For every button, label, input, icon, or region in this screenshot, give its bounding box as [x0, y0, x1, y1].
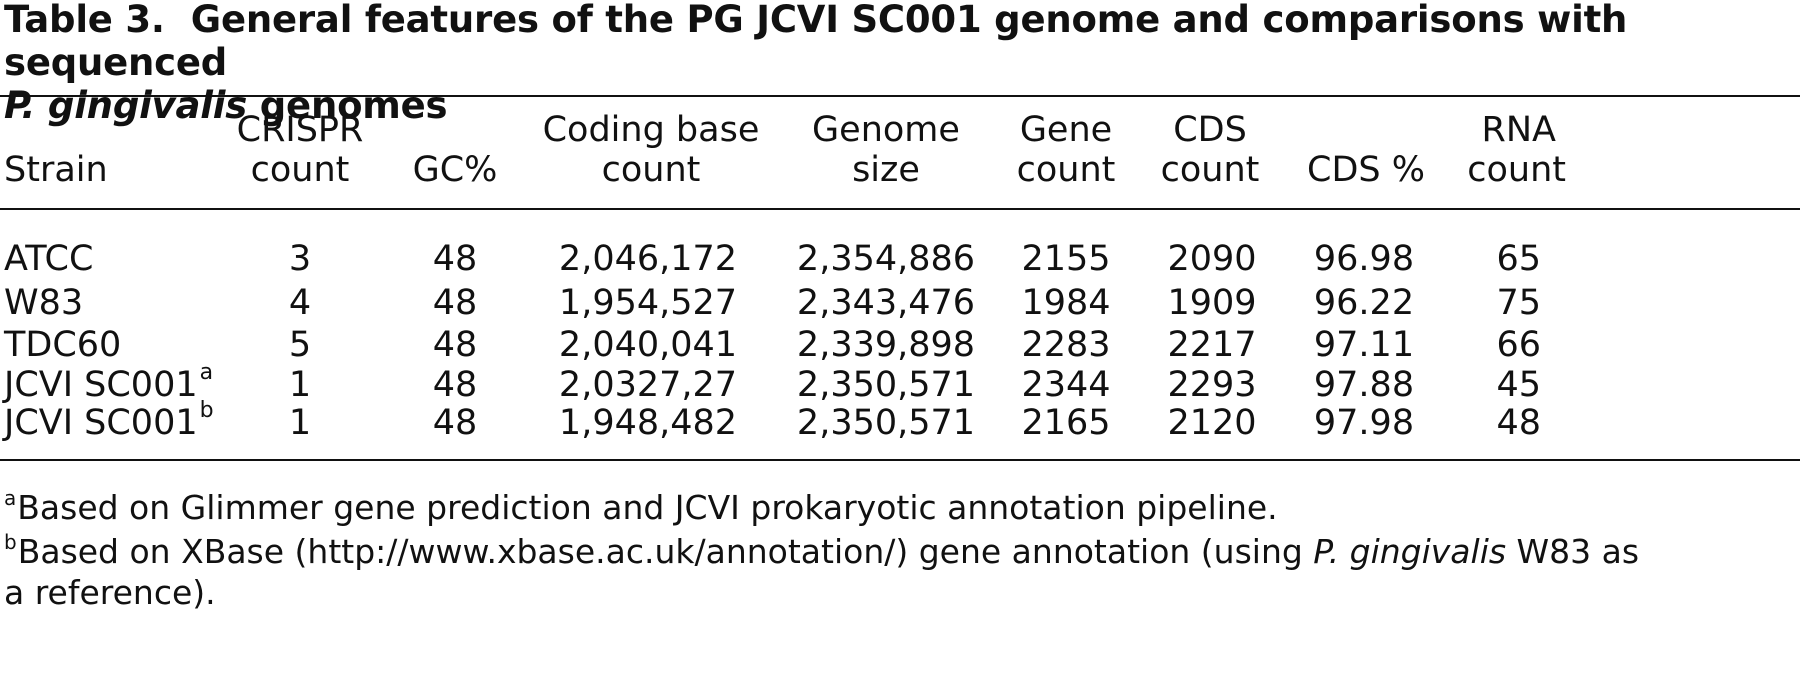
header-cds-line2: count — [1160, 150, 1260, 190]
cell-rna: 65 — [1496, 239, 1541, 279]
footnote-b-text-end: W83 as — [1506, 532, 1640, 571]
cell-rna: 66 — [1496, 325, 1541, 365]
cell-crispr: 3 — [288, 239, 312, 279]
cell-coding: 2,046,172 — [558, 239, 738, 279]
cell-genome: 2,350,571 — [796, 403, 976, 443]
header-coding-line2: count — [601, 150, 701, 190]
footnote-a-mark: a — [4, 486, 17, 510]
header-gene-line2: count — [1016, 150, 1116, 190]
header-genome-line1: Genome — [812, 110, 960, 150]
caption-species: P. gingivalis — [4, 84, 248, 127]
header-crispr-line2: count — [250, 150, 350, 190]
cell-gc: 48 — [432, 403, 478, 443]
cell-cds-pct: 97.11 — [1313, 325, 1415, 365]
table-header-rule — [0, 208, 1800, 210]
cell-cds-pct: 96.98 — [1313, 239, 1415, 279]
cell-cds: 1909 — [1167, 283, 1257, 323]
footnote-a-text: Based on Glimmer gene prediction and JCV… — [17, 488, 1278, 527]
header-cds-line1: CDS — [1173, 110, 1247, 150]
cell-rna: 48 — [1496, 403, 1541, 443]
cell-rna: 75 — [1496, 283, 1541, 323]
header-rna-line2: count — [1467, 150, 1566, 190]
header-cds-pct: CDS % — [1307, 150, 1425, 190]
cell-crispr: 1 — [288, 365, 312, 405]
header-coding-line1: Coding base — [542, 110, 760, 150]
table-bottom-rule — [0, 459, 1800, 461]
cell-genome: 2,354,886 — [796, 239, 976, 279]
cell-coding: 1,948,482 — [558, 403, 738, 443]
cell-cds: 2293 — [1167, 365, 1257, 405]
cell-genome: 2,350,571 — [796, 365, 976, 405]
cell-gene: 2283 — [1021, 325, 1111, 365]
header-rna-line1: RNA — [1481, 110, 1556, 150]
cell-gc: 48 — [432, 325, 478, 365]
cell-genome: 2,343,476 — [796, 283, 976, 323]
strain-name: JCVI SC001 — [4, 403, 198, 443]
cell-cds: 2120 — [1167, 403, 1257, 443]
table-caption: Table 3. General features of the PG JCVI … — [4, 0, 1794, 127]
table-number: Table 3. — [4, 0, 165, 41]
header-genome-line2: size — [852, 150, 920, 190]
cell-gc: 48 — [432, 239, 478, 279]
cell-genome: 2,339,898 — [796, 325, 976, 365]
cell-strain: ATCC — [4, 239, 94, 279]
cell-cds: 2217 — [1167, 325, 1257, 365]
cell-coding: 2,040,041 — [558, 325, 738, 365]
cell-gene: 2155 — [1021, 239, 1111, 279]
cell-coding: 2,0327,27 — [558, 365, 738, 405]
header-gene-line1: Gene — [1019, 110, 1113, 150]
cell-strain: JCVI SC001a — [4, 362, 213, 406]
footnote-b-mark: b — [4, 530, 17, 554]
table-top-rule — [0, 95, 1800, 97]
caption-title-end: genomes — [247, 84, 448, 127]
cell-gc: 48 — [432, 283, 478, 323]
header-gc: GC% — [412, 150, 498, 190]
cell-cds-pct: 97.98 — [1313, 403, 1415, 443]
cell-rna: 45 — [1496, 365, 1541, 405]
strain-name: JCVI SC001 — [4, 365, 198, 405]
cell-coding: 1,954,527 — [558, 283, 738, 323]
cell-gene: 2165 — [1021, 403, 1111, 443]
cell-strain: JCVI SC001b — [4, 400, 214, 444]
caption-title: General features of the PG JCVI SC001 ge… — [4, 0, 1628, 84]
header-strain: Strain — [4, 150, 108, 190]
cell-cds-pct: 97.88 — [1313, 365, 1415, 405]
cell-cds: 2090 — [1167, 239, 1257, 279]
footnote-b-text-line2: a reference). — [4, 573, 216, 612]
footnote-b: bBased on XBase (http://www.xbase.ac.uk/… — [4, 531, 1794, 613]
cell-crispr: 5 — [288, 325, 312, 365]
cell-cds-pct: 96.22 — [1313, 283, 1415, 323]
header-crispr-line1: CRISPR — [236, 110, 364, 150]
cell-crispr: 1 — [288, 403, 312, 443]
cell-crispr: 4 — [288, 283, 312, 323]
footnote-b-text: Based on XBase (http://www.xbase.ac.uk/a… — [17, 532, 1314, 571]
footnote-mark: b — [199, 398, 214, 424]
cell-gene: 2344 — [1021, 365, 1111, 405]
cell-strain: TDC60 — [4, 325, 122, 365]
cell-strain: W83 — [4, 283, 84, 323]
footnote-a: aBased on Glimmer gene prediction and JC… — [4, 487, 1794, 528]
footnote-b-species: P. gingivalis — [1313, 532, 1507, 571]
cell-gene: 1984 — [1021, 283, 1111, 323]
footnote-mark: a — [199, 360, 214, 386]
cell-gc: 48 — [432, 365, 478, 405]
